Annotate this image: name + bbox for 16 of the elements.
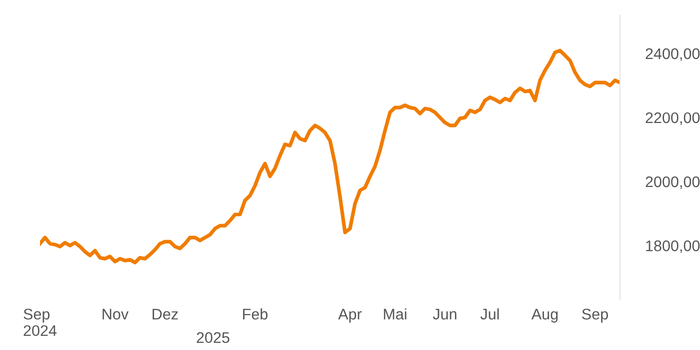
x-tick-label: Sep bbox=[582, 308, 608, 323]
x-tick-label: Nov bbox=[102, 308, 129, 320]
y-tick-label: 2000,00 bbox=[646, 176, 700, 190]
y-tick-label: 1800,00 bbox=[646, 240, 700, 254]
y-tick-label: 2200,00 bbox=[646, 112, 700, 125]
line-series bbox=[40, 48, 620, 264]
x-tick-label: Sep 2024 bbox=[24, 308, 57, 336]
x-tick-label: Apr bbox=[338, 308, 362, 323]
x-tick-label: Jul bbox=[480, 308, 499, 320]
y-tick-label: 2400,00 bbox=[646, 48, 700, 61]
text: 2025 bbox=[196, 332, 230, 343]
x-tick-label: Jun bbox=[432, 308, 456, 320]
x-tick-label: Mai bbox=[384, 308, 406, 320]
x-tick-label: Aug bbox=[531, 308, 558, 323]
x-tick-label: Feb bbox=[243, 308, 268, 320]
x-tick-label: Dez bbox=[152, 308, 178, 320]
